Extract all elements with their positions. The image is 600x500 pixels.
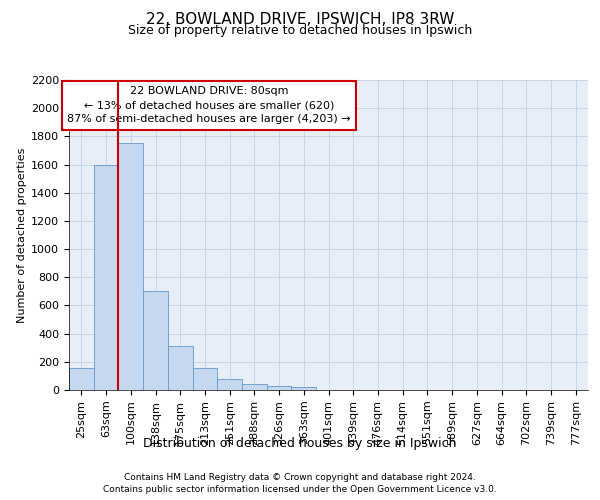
Text: 22 BOWLAND DRIVE: 80sqm
← 13% of detached houses are smaller (620)
87% of semi-d: 22 BOWLAND DRIVE: 80sqm ← 13% of detache… <box>67 86 351 124</box>
Text: Contains HM Land Registry data © Crown copyright and database right 2024.: Contains HM Land Registry data © Crown c… <box>124 472 476 482</box>
Bar <box>267 386 292 390</box>
Bar <box>168 346 193 390</box>
Text: Size of property relative to detached houses in Ipswich: Size of property relative to detached ho… <box>128 24 472 37</box>
Bar <box>118 144 143 390</box>
Bar <box>94 164 118 390</box>
Text: Contains public sector information licensed under the Open Government Licence v3: Contains public sector information licen… <box>103 485 497 494</box>
Bar <box>217 378 242 390</box>
Bar <box>242 384 267 390</box>
Bar <box>143 292 168 390</box>
Bar <box>292 387 316 390</box>
Text: Distribution of detached houses by size in Ipswich: Distribution of detached houses by size … <box>143 438 457 450</box>
Y-axis label: Number of detached properties: Number of detached properties <box>17 148 27 322</box>
Bar <box>193 368 217 390</box>
Bar <box>69 368 94 390</box>
Text: 22, BOWLAND DRIVE, IPSWICH, IP8 3RW: 22, BOWLAND DRIVE, IPSWICH, IP8 3RW <box>146 12 454 28</box>
